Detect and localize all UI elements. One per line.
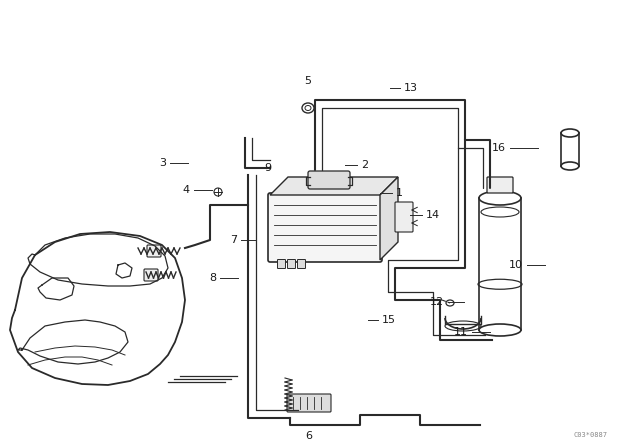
Text: C03*0887: C03*0887 bbox=[574, 432, 608, 438]
FancyBboxPatch shape bbox=[147, 245, 161, 257]
Polygon shape bbox=[380, 177, 398, 260]
Text: 9: 9 bbox=[264, 163, 271, 173]
FancyBboxPatch shape bbox=[287, 394, 331, 412]
Text: 14: 14 bbox=[426, 210, 440, 220]
Text: 5: 5 bbox=[305, 76, 312, 86]
FancyBboxPatch shape bbox=[487, 177, 513, 193]
Text: 13: 13 bbox=[404, 83, 418, 93]
Text: 1: 1 bbox=[396, 188, 403, 198]
FancyBboxPatch shape bbox=[144, 269, 158, 281]
Text: 10: 10 bbox=[509, 260, 523, 270]
Text: 7: 7 bbox=[230, 235, 237, 245]
Text: 4: 4 bbox=[183, 185, 190, 195]
Text: 3: 3 bbox=[159, 158, 166, 168]
FancyBboxPatch shape bbox=[308, 171, 350, 189]
FancyBboxPatch shape bbox=[395, 202, 413, 232]
Text: 12: 12 bbox=[430, 297, 444, 307]
Text: 2: 2 bbox=[361, 160, 368, 170]
FancyBboxPatch shape bbox=[268, 193, 382, 262]
Text: 8: 8 bbox=[209, 273, 216, 283]
Text: 11: 11 bbox=[454, 327, 468, 337]
FancyBboxPatch shape bbox=[278, 259, 285, 268]
FancyBboxPatch shape bbox=[287, 259, 296, 268]
Text: 15: 15 bbox=[382, 315, 396, 325]
Text: 6: 6 bbox=[305, 431, 312, 441]
Polygon shape bbox=[270, 177, 398, 195]
FancyBboxPatch shape bbox=[298, 259, 305, 268]
Text: 16: 16 bbox=[492, 143, 506, 153]
